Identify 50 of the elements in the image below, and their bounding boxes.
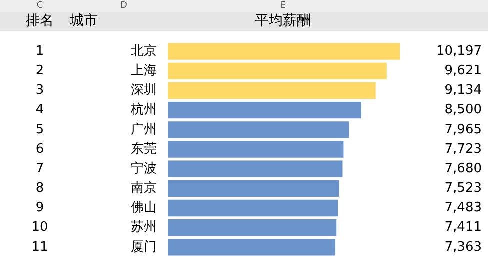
y-tick-label: 佛山 bbox=[131, 200, 157, 216]
y-tick-label: 上海 bbox=[131, 64, 157, 79]
y-tick-label: 东莞 bbox=[131, 142, 157, 157]
text: 7 bbox=[36, 161, 44, 176]
text: 10 bbox=[32, 220, 48, 236]
text: D bbox=[120, 1, 128, 11]
y-tick-label: 厦门 bbox=[131, 238, 157, 255]
data-label: 7,363 bbox=[444, 240, 482, 255]
data-label: 7,680 bbox=[444, 161, 482, 176]
y-tick-label: 宁波 bbox=[131, 160, 157, 176]
data-label: 9,621 bbox=[444, 64, 482, 79]
text: 8 bbox=[36, 181, 44, 196]
data-label: 7,723 bbox=[444, 142, 482, 157]
text: 11 bbox=[32, 240, 48, 255]
data-label: 7,965 bbox=[444, 122, 482, 138]
y-tick-label: 南京 bbox=[131, 181, 157, 196]
data-label: 7,411 bbox=[444, 220, 482, 236]
bar bbox=[168, 82, 376, 100]
bar bbox=[168, 200, 338, 217]
text: 9 bbox=[36, 200, 44, 216]
y-tick-label: 杭州 bbox=[130, 102, 157, 118]
text: C bbox=[36, 1, 44, 11]
y-tick-label: 广州 bbox=[131, 122, 157, 138]
data-label: 8,500 bbox=[444, 102, 482, 118]
y-tick-label: 苏州 bbox=[131, 220, 157, 236]
bar bbox=[168, 102, 362, 119]
bar bbox=[168, 160, 343, 178]
data-label: 7,523 bbox=[444, 181, 482, 196]
bar bbox=[168, 220, 337, 236]
text: 5 bbox=[36, 122, 44, 138]
y-tick-label: 深圳 bbox=[131, 83, 157, 98]
bar bbox=[168, 122, 350, 138]
bar bbox=[168, 180, 340, 197]
x-axis-title: 平均薪酬 bbox=[254, 12, 312, 31]
bar bbox=[168, 62, 387, 80]
text: E bbox=[279, 1, 287, 11]
data-label: 9,134 bbox=[444, 83, 482, 98]
y-tick-label: 北京 bbox=[131, 44, 157, 59]
text: 3 bbox=[36, 83, 44, 98]
y-axis-title: 城市 bbox=[70, 13, 98, 29]
bar bbox=[168, 141, 344, 158]
data-label: 7,483 bbox=[444, 200, 482, 216]
bar bbox=[168, 43, 400, 60]
text: 排名 bbox=[26, 13, 54, 29]
text: 1 bbox=[36, 44, 44, 59]
text: 6 bbox=[36, 142, 44, 157]
bar bbox=[168, 239, 336, 256]
text: 2 bbox=[36, 64, 44, 79]
text: 4 bbox=[36, 102, 44, 118]
data-label: 10,197 bbox=[436, 44, 482, 59]
